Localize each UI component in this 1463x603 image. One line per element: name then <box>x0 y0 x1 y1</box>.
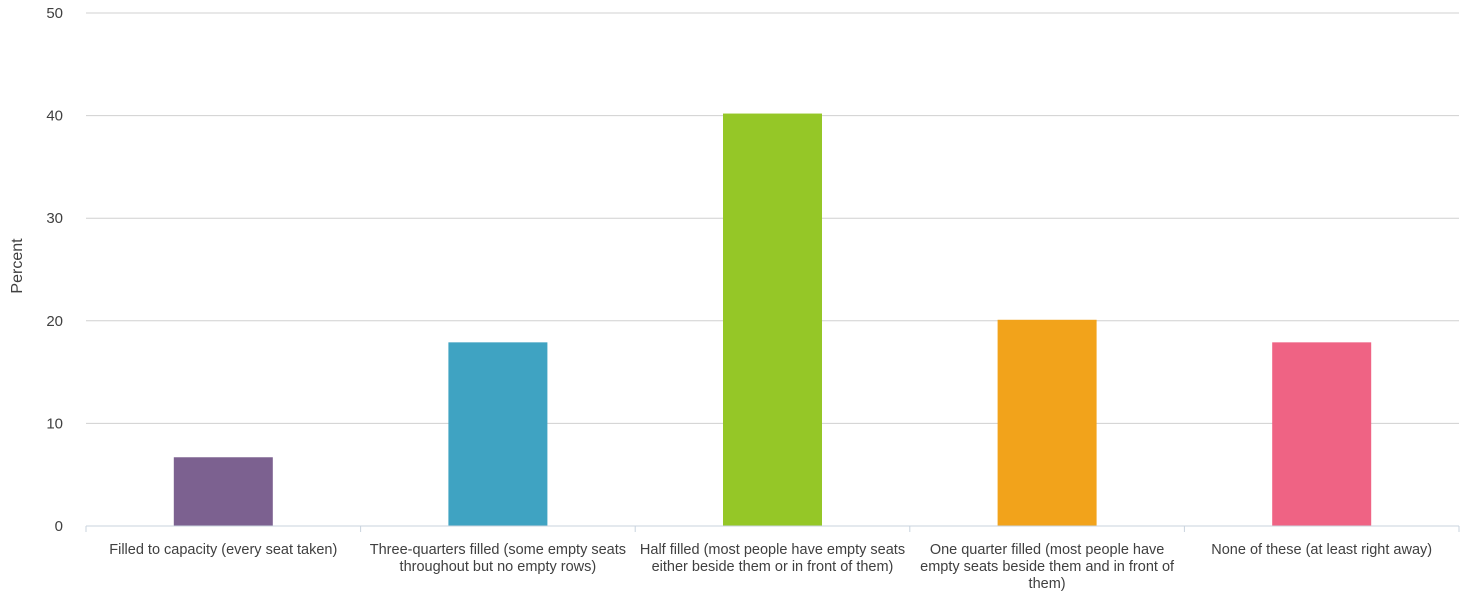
x-category-label: One quarter filled (most people have emp… <box>920 542 1175 592</box>
x-category-label: Half filled (most people have empty seat… <box>639 542 906 575</box>
x-category-label: Three-quarters filled (some empty seats … <box>369 542 627 575</box>
y-tick-label: 30 <box>46 210 63 227</box>
y-tick-label: 50 <box>46 5 63 22</box>
y-axis-ticks: 0 10 20 30 40 50 <box>46 5 63 535</box>
x-category-label: Filled to capacity (every seat taken) <box>109 542 338 558</box>
y-axis-label: Percent <box>9 238 26 294</box>
bars <box>173 113 1372 526</box>
bar <box>997 319 1097 526</box>
x-axis <box>85 525 1460 532</box>
y-tick-label: 10 <box>46 415 63 432</box>
bar <box>448 342 548 526</box>
x-category-label: None of these (at least right away) <box>1211 542 1433 558</box>
y-tick-label: 0 <box>55 518 63 535</box>
y-tick-label: 20 <box>46 313 63 330</box>
bar <box>723 113 822 526</box>
y-tick-label: 40 <box>46 108 63 125</box>
bar <box>173 457 273 526</box>
bar <box>1272 342 1372 526</box>
